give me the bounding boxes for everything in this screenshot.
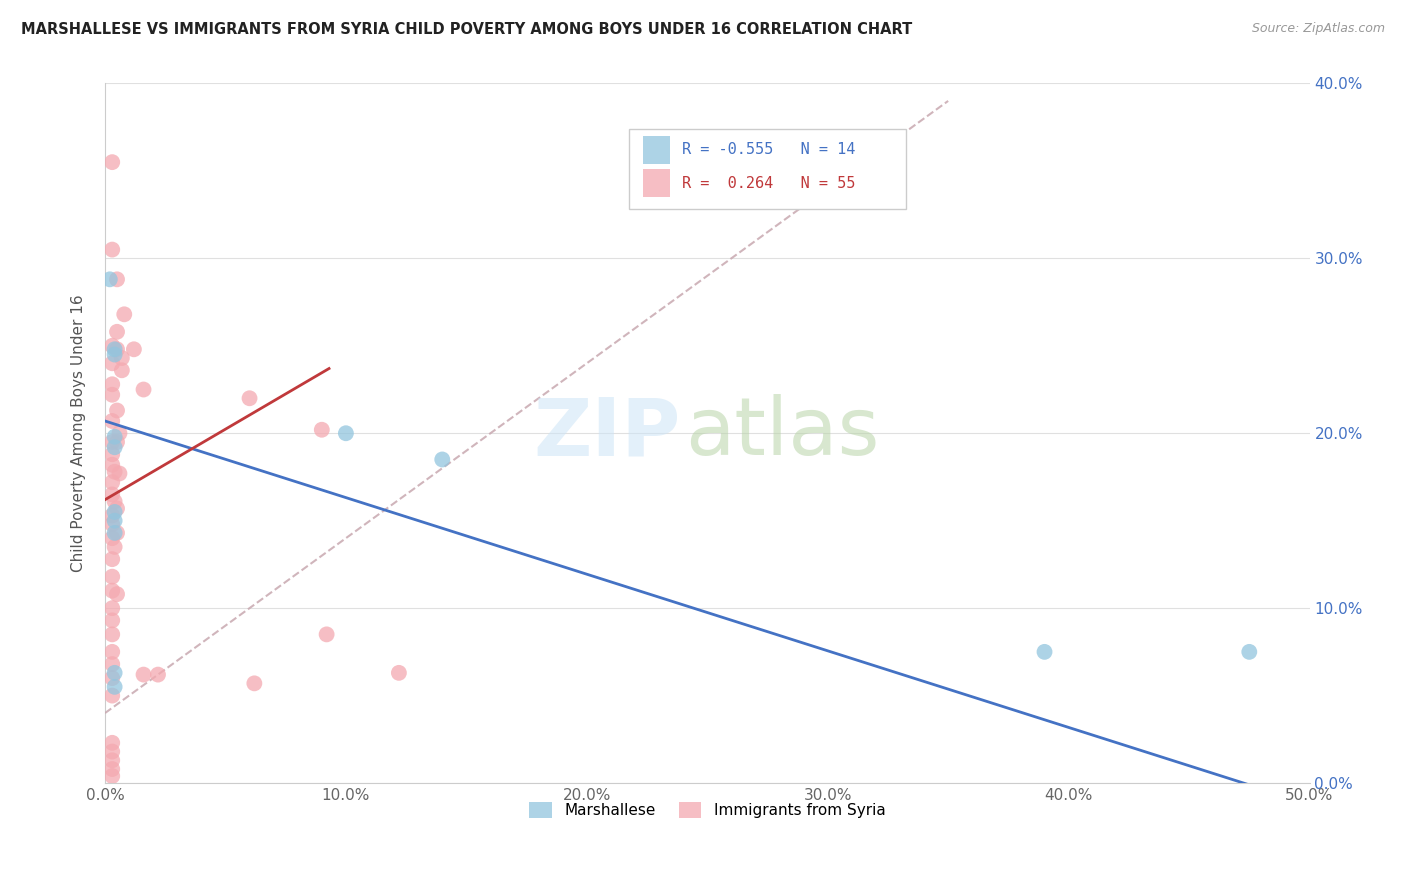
Point [104,525,127,540]
Legend: Marshallese, Immigrants from Syria: Marshallese, Immigrants from Syria [523,797,891,824]
Point [111,363,134,377]
Point [1239,645,1261,659]
Point [105,272,128,286]
Point [101,414,124,428]
Point [101,583,124,598]
Point [98,272,121,286]
Bar [644,136,669,164]
Y-axis label: Child Poverty Among Boys Under 16: Child Poverty Among Boys Under 16 [72,294,86,572]
Point [105,587,128,601]
Text: atlas: atlas [686,394,880,472]
Point [315,627,337,641]
Text: Source: ZipAtlas.com: Source: ZipAtlas.com [1251,22,1385,36]
Point [108,426,131,441]
Point [132,667,155,681]
Text: MARSHALLESE VS IMMIGRANTS FROM SYRIA CHILD POVERTY AMONG BOYS UNDER 16 CORRELATI: MARSHALLESE VS IMMIGRANTS FROM SYRIA CHI… [21,22,912,37]
Point [101,671,124,685]
Point [104,505,127,519]
Point [1033,645,1056,659]
Point [101,508,124,523]
Point [104,347,127,361]
Point [101,339,124,353]
Point [101,377,124,392]
Point [101,753,124,767]
Point [146,667,169,681]
Point [101,657,124,672]
Text: R = -0.555   N = 14: R = -0.555 N = 14 [682,143,855,157]
Point [111,351,134,365]
Point [101,736,124,750]
Point [311,423,333,437]
Point [101,434,124,449]
FancyBboxPatch shape [628,129,905,210]
Point [101,487,124,501]
Point [101,531,124,545]
Point [122,343,145,357]
Point [432,452,454,467]
Text: R =  0.264   N = 55: R = 0.264 N = 55 [682,176,855,191]
Point [101,762,124,776]
Point [101,613,124,627]
Point [101,552,124,566]
Point [112,307,135,321]
Point [104,494,127,508]
Point [108,467,131,481]
Point [104,540,127,554]
Point [101,689,124,703]
Point [104,343,127,357]
Point [101,458,124,472]
Point [101,243,124,257]
Point [388,665,411,680]
Point [101,645,124,659]
Point [101,745,124,759]
Point [101,447,124,461]
Point [238,391,260,405]
Text: ZIP: ZIP [533,394,681,472]
Point [101,627,124,641]
Point [101,388,124,402]
Point [105,501,128,516]
Point [104,430,127,444]
Point [335,426,357,441]
Point [104,440,127,454]
Point [105,325,128,339]
Point [105,403,128,417]
Point [243,676,266,690]
Point [105,343,128,357]
Point [101,356,124,370]
Point [105,434,128,449]
Point [101,475,124,490]
Point [101,769,124,783]
Point [104,514,127,528]
Point [104,680,127,694]
Bar [644,169,669,197]
Point [101,517,124,532]
Point [101,155,124,169]
Point [101,569,124,583]
Point [105,525,128,540]
Point [132,383,155,397]
Point [104,665,127,680]
Point [104,465,127,479]
Point [101,601,124,615]
